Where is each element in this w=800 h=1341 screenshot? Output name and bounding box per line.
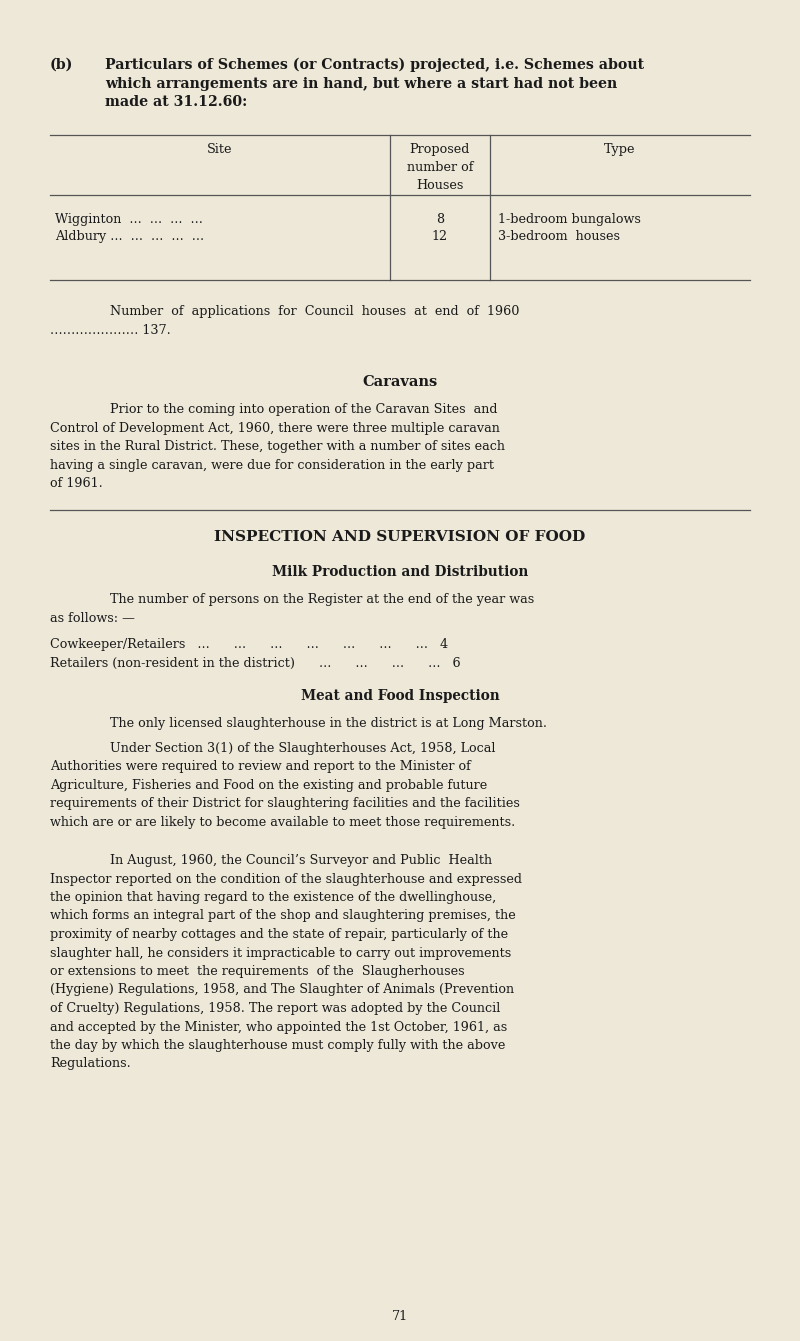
- Text: which forms an integral part of the shop and slaughtering premises, the: which forms an integral part of the shop…: [50, 909, 516, 923]
- Text: Prior to the coming into operation of the Caravan Sites  and: Prior to the coming into operation of th…: [110, 404, 498, 416]
- Text: which arrangements are in hand, but where a start had not been: which arrangements are in hand, but wher…: [105, 76, 618, 90]
- Text: Caravans: Caravans: [362, 375, 438, 389]
- Text: In August, 1960, the Council’s Surveyor and Public  Health: In August, 1960, the Council’s Surveyor …: [110, 854, 492, 868]
- Text: proximity of nearby cottages and the state of repair, particularly of the: proximity of nearby cottages and the sta…: [50, 928, 508, 941]
- Text: INSPECTION AND SUPERVISION OF FOOD: INSPECTION AND SUPERVISION OF FOOD: [214, 530, 586, 544]
- Text: made at 31.12.60:: made at 31.12.60:: [105, 95, 247, 109]
- Text: 3-bedroom  houses: 3-bedroom houses: [498, 229, 620, 243]
- Text: 12: 12: [432, 229, 448, 243]
- Text: Cowkeeper/Retailers   ...      ...      ...      ...      ...      ...      ... : Cowkeeper/Retailers ... ... ... ... ... …: [50, 638, 448, 650]
- Text: Meat and Food Inspection: Meat and Food Inspection: [301, 688, 499, 703]
- Text: sites in the Rural District. These, together with a number of sites each: sites in the Rural District. These, toge…: [50, 440, 505, 453]
- Text: ………………… 137.: ………………… 137.: [50, 323, 170, 337]
- Text: the day by which the slaughterhouse must comply fully with the above: the day by which the slaughterhouse must…: [50, 1039, 506, 1051]
- Text: as follows: —: as follows: —: [50, 611, 135, 625]
- Text: Particulars of Schemes (or Contracts) projected, i.e. Schemes about: Particulars of Schemes (or Contracts) pr…: [105, 58, 644, 72]
- Text: Wigginton  ...  ...  ...  ...: Wigginton ... ... ... ...: [55, 213, 203, 227]
- Text: Proposed
number of
Houses: Proposed number of Houses: [406, 143, 474, 192]
- Text: Milk Production and Distribution: Milk Production and Distribution: [272, 565, 528, 579]
- Text: 8: 8: [436, 213, 444, 227]
- Text: The only licensed slaughterhouse in the district is at Long Marston.: The only licensed slaughterhouse in the …: [110, 716, 547, 730]
- Text: Number  of  applications  for  Council  houses  at  end  of  1960: Number of applications for Council house…: [110, 304, 519, 318]
- Text: Regulations.: Regulations.: [50, 1058, 130, 1070]
- Text: of Cruelty) Regulations, 1958. The report was adopted by the Council: of Cruelty) Regulations, 1958. The repor…: [50, 1002, 500, 1015]
- Text: Type: Type: [604, 143, 636, 156]
- Text: the opinion that having regard to the existence of the dwellinghouse,: the opinion that having regard to the ex…: [50, 890, 496, 904]
- Text: or extensions to meet  the requirements  of the  Slaugherhouses: or extensions to meet the requirements o…: [50, 966, 465, 978]
- Text: slaughter hall, he considers it impracticable to carry out improvements: slaughter hall, he considers it impracti…: [50, 947, 511, 960]
- Text: having a single caravan, were due for consideration in the early part: having a single caravan, were due for co…: [50, 459, 494, 472]
- Text: 71: 71: [392, 1310, 408, 1324]
- Text: Authorities were required to review and report to the Minister of: Authorities were required to review and …: [50, 760, 471, 772]
- Text: Control of Development Act, 1960, there were three multiple caravan: Control of Development Act, 1960, there …: [50, 421, 500, 434]
- Text: Aldbury ...  ...  ...  ...  ...: Aldbury ... ... ... ... ...: [55, 229, 204, 243]
- Text: 1-bedroom bungalows: 1-bedroom bungalows: [498, 213, 641, 227]
- Text: which are or are likely to become available to meet those requirements.: which are or are likely to become availa…: [50, 815, 515, 829]
- Text: Under Section 3(1) of the Slaughterhouses Act, 1958, Local: Under Section 3(1) of the Slaughterhouse…: [110, 742, 495, 755]
- Text: and accepted by the Minister, who appointed the 1st October, 1961, as: and accepted by the Minister, who appoin…: [50, 1021, 507, 1034]
- Text: Agriculture, Fisheries and Food on the existing and probable future: Agriculture, Fisheries and Food on the e…: [50, 779, 487, 791]
- Text: requirements of their District for slaughtering facilities and the facilities: requirements of their District for slaug…: [50, 797, 520, 810]
- Text: Retailers (non-resident in the district)      ...      ...      ...      ...   6: Retailers (non-resident in the district)…: [50, 657, 461, 669]
- Text: (b): (b): [50, 58, 74, 72]
- Text: of 1961.: of 1961.: [50, 477, 102, 489]
- Text: Site: Site: [207, 143, 233, 156]
- Text: Inspector reported on the condition of the slaughterhouse and expressed: Inspector reported on the condition of t…: [50, 873, 522, 885]
- Text: (Hygiene) Regulations, 1958, and The Slaughter of Animals (Prevention: (Hygiene) Regulations, 1958, and The Sla…: [50, 983, 514, 996]
- Text: The number of persons on the Register at the end of the year was: The number of persons on the Register at…: [110, 593, 534, 606]
